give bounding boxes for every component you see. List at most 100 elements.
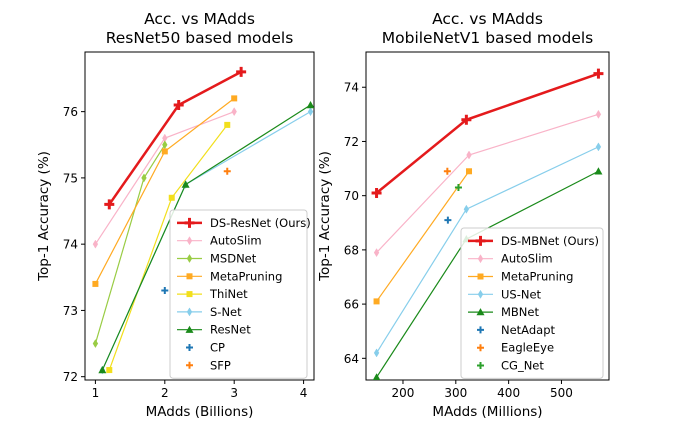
chart-2-series-2 <box>373 109 602 258</box>
chart-2-series-6 <box>444 216 452 224</box>
chart-2-x-tick-label: 400 <box>497 386 520 400</box>
chart-1-x-tick-label: 1 <box>92 386 100 400</box>
chart-1-legend-marker-4 <box>186 273 193 280</box>
chart-2-legend: DS-MBNet (Ours) AutoSlim MetaPruning US-Net… <box>460 227 604 379</box>
chart-1-legend-label-9: SFP <box>210 358 231 372</box>
chart-2-legend-label-6: NetAdapt <box>501 323 555 337</box>
chart-1-y-tick-label: 75 <box>63 171 78 185</box>
chart-2-series-1-line <box>375 72 599 194</box>
chart-1-legend-label-2: AutoSlim <box>210 234 262 248</box>
chart-2-series-4-point-3 <box>595 142 602 152</box>
chart-2-series-2-point-2 <box>466 150 472 160</box>
chart-2-legend-marker-3 <box>477 273 484 280</box>
chart-1-series-9-point-1 <box>223 167 231 175</box>
chart-2-series-3-point-1 <box>373 298 380 305</box>
chart-2-legend-marker-7 <box>477 344 484 352</box>
chart-2-series-1 <box>371 68 604 198</box>
chart-2-series-4-point-2 <box>463 204 470 214</box>
chart-1-series-5-point-1 <box>106 367 113 374</box>
chart-1-title-line-2: ResNet50 based models <box>106 29 294 47</box>
chart-1-legend-marker-5 <box>186 291 193 298</box>
chart-1-legend-label-4: MetaPruning <box>210 269 282 283</box>
chart-1-series-1-point-3 <box>236 66 247 77</box>
chart-2-series-1-point-1 <box>371 187 382 198</box>
chart-1-x-axis-label: MAdds (Billions) <box>146 404 254 420</box>
chart-2-y-tick-label: 68 <box>344 243 359 257</box>
chart-1-series-4-point-1 <box>92 280 99 287</box>
chart-2-legend-label-8: CG_Net <box>501 359 544 373</box>
chart-2-x-tick-label: 500 <box>550 386 573 400</box>
chart-1-x-tick-label: 4 <box>300 386 308 400</box>
chart-2-legend-label-7: EagleEye <box>501 341 554 355</box>
chart-2-x-tick-label: 200 <box>392 386 415 400</box>
chart-2-series-4-point-1 <box>373 348 380 358</box>
chart-1-legend-marker-6 <box>186 307 193 317</box>
chart-1-series-3-point-1 <box>92 339 99 349</box>
chart-1-plot-frame <box>84 51 315 381</box>
chart-2-series-1-point-2 <box>461 114 472 125</box>
chart-2-legend-marker-6 <box>477 326 484 334</box>
chart-2-y-tick-label: 74 <box>344 81 359 95</box>
chart-1-series-5 <box>106 121 231 374</box>
chart-1-legend-label-3: MSDNet <box>210 252 257 266</box>
chart-1-legend-label-7: ResNet <box>210 323 251 337</box>
chart-1-series-1-line <box>108 70 242 206</box>
chart-1-series-3-point-2 <box>141 173 147 183</box>
chart-2-y-axis-label: Top-1 Accuracy (%) <box>317 151 333 282</box>
chart-1-series-2-point-3 <box>231 107 237 117</box>
chart-1-series-7 <box>98 101 314 374</box>
chart-2-title-line-2: MobileNetV1 based models <box>382 29 594 47</box>
chart-2-series-8 <box>454 184 462 192</box>
chart-1-legend-marker-7 <box>185 325 194 333</box>
chart-2-series-3-point-2 <box>466 168 473 175</box>
chart-1-series-7-point-3 <box>306 101 314 109</box>
chart-2-y-tick-label: 72 <box>344 135 359 149</box>
chart-1-series-9 <box>223 167 231 175</box>
chart-2-legend-label-2: AutoSlim <box>501 252 553 266</box>
chart-2-legend-label-3: MetaPruning <box>501 270 573 284</box>
chart-1-series-7-point-1 <box>98 366 107 374</box>
chart-2-series-7-point-1 <box>443 167 451 175</box>
chart-2-legend-label-4: US-Net <box>501 287 542 301</box>
chart-2-series-4 <box>373 142 602 358</box>
chart-2-series-7 <box>443 167 451 175</box>
chart-1-series-8-point-1 <box>161 287 169 295</box>
chart-2-series-1-point-3 <box>593 68 604 79</box>
chart-1-legend: DS-ResNet (Ours) AutoSlim MSDNet MetaPrunin… <box>169 209 311 379</box>
chart-2-series-5-point-1 <box>372 373 381 380</box>
chart-1-y-axis-label: Top-1 Accuracy (%) <box>36 151 52 282</box>
chart-1-y-tick-label: 76 <box>63 105 78 119</box>
chart-1-x-tick-label: 2 <box>161 386 169 400</box>
chart-2-legend-label-5: MBNet <box>501 305 539 319</box>
chart-1-x-tick-label: 3 <box>230 386 238 400</box>
chart-1-legend-box <box>169 209 308 379</box>
chart-2-y-tick-label: 64 <box>344 352 359 366</box>
chart-1-plot-area <box>92 66 314 375</box>
chart-1-series-7-point-2 <box>181 180 190 188</box>
chart-2-legend-marker-8 <box>477 362 484 369</box>
chart-1-y-tick-label: 72 <box>63 370 78 384</box>
chart-2-y-tick-label: 66 <box>344 298 359 312</box>
chart-1-series-1-point-1 <box>104 199 115 210</box>
chart-2-legend-marker-5 <box>476 308 485 316</box>
chart-1-legend-label-5: ThiNet <box>209 287 248 301</box>
chart-1-y-tick-label: 74 <box>63 238 78 252</box>
chart-1-series-1 <box>104 66 247 210</box>
chart-2-series-5-point-3 <box>594 167 603 175</box>
chart-1-series-5-point-3 <box>224 121 231 128</box>
chart-2-x-tick-label: 300 <box>444 386 467 400</box>
chart-1-legend-marker-8 <box>186 344 193 351</box>
chart-1-series-3 <box>92 140 168 349</box>
chart-1-legend-label-8: CP <box>210 341 225 355</box>
chart-2-series-3-line <box>376 170 470 302</box>
chart-1-legend-label-6: S-Net <box>210 305 242 319</box>
chart-2-series-2-point-3 <box>595 109 602 119</box>
chart-1-series-6-point-3 <box>307 107 314 117</box>
chart-1-legend-marker-1 <box>184 217 195 228</box>
chart-2-y-tick-label: 70 <box>344 189 359 203</box>
chart-1-legend-marker-3 <box>186 254 193 263</box>
chart-1-series-4-point-3 <box>231 95 238 102</box>
chart-1-legend-label-1: DS-ResNet (Ours) <box>210 216 311 230</box>
